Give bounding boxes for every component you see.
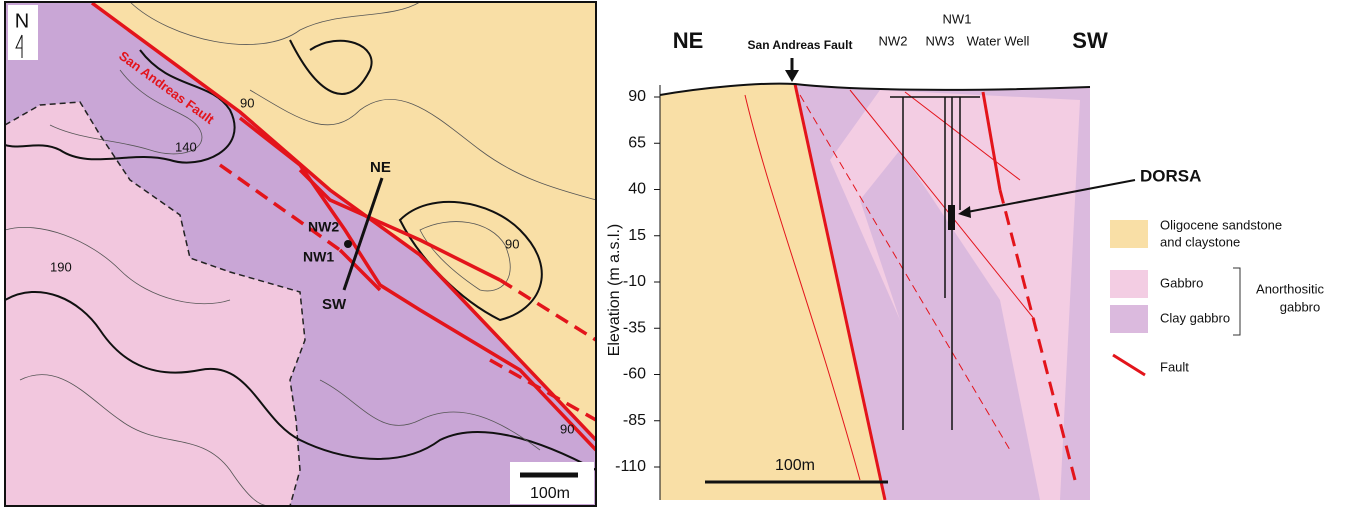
y-tick-label: 40 [628, 181, 646, 198]
y-tick-label: -35 [623, 319, 646, 336]
section-fault-label: San Andreas Fault [748, 38, 853, 52]
y-tick-label: -85 [623, 412, 646, 429]
contour-label: 90 [560, 421, 574, 436]
map-nw2-label: NW2 [308, 219, 339, 235]
legend-label: and claystone [1160, 234, 1240, 249]
map: San Andreas Fault 90 90 90 140 190 NE NW… [5, 2, 596, 506]
contour-label: 190 [50, 259, 72, 274]
legend-group-label: Anorthositic [1256, 281, 1324, 296]
section-scale-label: 100m [775, 457, 815, 474]
legend-swatch [1113, 355, 1145, 375]
contour-label: 140 [175, 139, 197, 154]
contour-label: 90 [505, 236, 519, 251]
legend-swatch [1110, 220, 1148, 248]
dorsa-label: DORSA [1140, 166, 1201, 185]
y-tick-label: 15 [628, 227, 646, 244]
legend: Oligocene sandstone and claystone Gabbro… [1110, 217, 1324, 375]
y-tick-label: -10 [623, 273, 646, 290]
y-tick-label: 90 [628, 88, 646, 105]
legend-label: Fault [1160, 359, 1189, 374]
figure: San Andreas Fault 90 90 90 140 190 NE NW… [0, 0, 1353, 508]
well-label: Water Well [967, 33, 1030, 48]
y-tick-label: -110 [615, 458, 646, 475]
legend-swatch [1110, 270, 1148, 298]
map-nw1-label: NW1 [303, 249, 334, 265]
y-tick-label: 65 [628, 134, 646, 151]
nw1-label: NW1 [943, 11, 972, 26]
north-label: N [15, 10, 29, 32]
nw2-label: NW2 [879, 33, 908, 48]
dorsa-sensor [948, 205, 955, 230]
well-marker [344, 240, 352, 248]
map-sw-label: SW [322, 296, 347, 313]
section-ne-label: NE [673, 28, 704, 53]
legend-label: Clay gabbro [1160, 310, 1230, 325]
fault-arrowhead [785, 70, 799, 82]
nw3-label: NW3 [926, 33, 955, 48]
map-scale-label: 100m [530, 485, 570, 502]
legend-label: Gabbro [1160, 275, 1203, 290]
legend-swatch [1110, 305, 1148, 333]
section-sw-label: SW [1072, 28, 1108, 53]
y-tick-label: -60 [623, 366, 646, 383]
legend-label: Oligocene sandstone [1160, 217, 1282, 232]
legend-brace [1233, 268, 1240, 335]
map-ne-label: NE [370, 159, 391, 176]
legend-group-label: gabbro [1280, 299, 1320, 314]
cross-section: 100m NE SW San Andreas Fault NW2 NW1 NW3… [606, 11, 1201, 500]
y-axis-label: Elevation (m a.s.l.) [606, 224, 623, 356]
contour-label: 90 [240, 95, 254, 110]
